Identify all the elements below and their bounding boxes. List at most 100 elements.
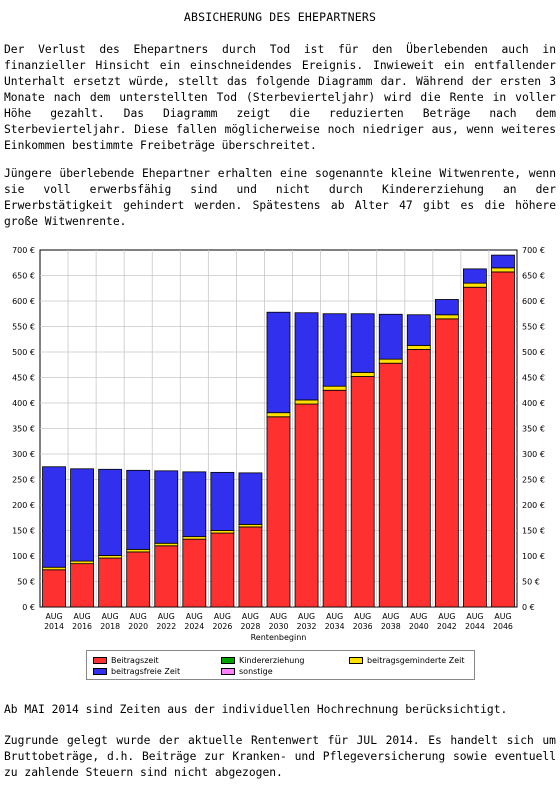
bar-segment-beitragszeit [463,286,487,608]
bar-segment-beitragsgeminderte-zeit [463,282,487,288]
y-tick-label-left: 100 € [12,552,35,561]
y-tick-label-right: 350 € [522,425,545,434]
x-tick-label-month: AUG [270,612,287,621]
legend-item-kindererziehung: Kindererziehung [221,656,305,665]
bar-segment-beitragsfreie-zeit [322,313,347,387]
y-tick-label-left: 500 € [12,348,35,357]
x-axis-title: Rentenbeginn [251,633,307,642]
x-tick-label-year: 2016 [72,622,92,631]
bar-segment-beitragszeit [491,271,515,608]
y-tick-label-right: 400 € [522,399,545,408]
y-tick-label-right: 100 € [522,552,545,561]
y-tick-label-left: 150 € [12,527,35,536]
y-tick-label-right: 0 € [522,603,535,612]
x-tick-label-month: AUG [186,612,203,621]
bar-segment-beitragsgeminderte-zeit [434,314,459,320]
x-tick-label-year: 2042 [437,622,457,631]
bar-segment-beitragszeit [350,376,375,608]
y-tick-label-left: 450 € [12,374,35,383]
bar-segment-beitragsfreie-zeit [378,313,403,360]
x-tick-label-year: 2026 [212,622,232,631]
bar-segment-beitragsfreie-zeit [182,471,207,538]
bar-segment-beitragszeit [238,526,263,608]
y-tick-label-right: 150 € [522,527,545,536]
bar-segment-beitragszeit [154,545,179,608]
bar-segment-beitragsgeminderte-zeit [294,399,319,405]
legend-swatch [221,668,235,675]
y-tick-label-right: 700 € [522,246,545,255]
y-tick-label-right: 650 € [522,272,545,281]
gross-amounts-note: Zugrunde gelegt wurde der aktuelle Rente… [4,734,556,779]
bar-segment-beitragsgeminderte-zeit [350,371,375,377]
bar-segment-beitragszeit [182,538,207,608]
y-tick-label-left: 550 € [12,323,35,332]
x-tick-label-year: 2046 [493,622,513,631]
bar-segment-beitragszeit [70,563,94,608]
bar-segment-beitragsgeminderte-zeit [406,344,431,350]
legend-swatch [93,657,107,664]
bar-segment-beitragszeit [126,551,151,608]
y-tick-label-right: 600 € [522,297,545,306]
projection-note: Ab MAI 2014 sind Zeiten aus der individu… [4,703,508,716]
bar-segment-beitragszeit [98,557,123,608]
legend-label: Kindererziehung [239,656,305,665]
x-tick-label-year: 2020 [128,622,148,631]
x-tick-label-year: 2038 [381,622,401,631]
intro-paragraph: Der Verlust des Ehepartners durch Tod is… [4,43,556,152]
x-tick-label-month: AUG [382,612,399,621]
x-tick-label-month: AUG [158,612,175,621]
x-tick-label-year: 2040 [409,622,429,631]
legend-item-beitragszeit: Beitragszeit [93,656,159,665]
pension-stacked-bar-chart: 0 € 0 € 50 € 50 € 100 € 100 € 150 € 150 € 200 € 2… [12,246,545,642]
widow-pension-paragraph: Jüngere überlebende Ehepartner erhalten … [4,167,556,228]
bar-segment-beitragszeit [322,389,347,608]
y-tick-label-right: 250 € [522,476,545,485]
chart-legend: Beitragszeit beitragsfreie Zeit Kindererzi… [86,650,475,680]
bar-segment-beitragsfreie-zeit [126,469,151,550]
x-tick-label-month: AUG [45,612,62,621]
x-tick-label-year: 2024 [184,622,204,631]
y-tick-label-left: 600 € [12,297,35,306]
legend-item-sonstige: sonstige [221,667,273,676]
y-tick-label-right: 500 € [522,348,545,357]
x-tick-label-month: AUG [326,612,343,621]
bar-segment-beitragszeit [294,403,319,608]
bar-segment-beitragsgeminderte-zeit [491,267,515,273]
y-tick-label-left: 200 € [12,501,35,510]
x-tick-label-year: 2032 [297,622,317,631]
x-tick-label-year: 2018 [100,622,120,631]
x-tick-label-month: AUG [242,612,259,621]
x-tick-label-year: 2030 [269,622,289,631]
y-tick-label-left: 250 € [12,476,35,485]
bar-segment-beitragsfreie-zeit [406,314,431,346]
x-tick-label-month: AUG [410,612,427,621]
y-tick-label-right: 300 € [522,450,545,459]
x-tick-label-year: 2028 [241,622,261,631]
bar-segment-beitragszeit [378,362,403,608]
x-tick-label-month: AUG [130,612,147,621]
bar-segment-beitragsfreie-zeit [350,313,375,373]
bar-segment-beitragsfreie-zeit [154,470,179,544]
bar-segment-beitragszeit [434,318,459,608]
legend-item-beitragsgeminderte-zeit: beitragsgeminderte Zeit [349,656,465,665]
x-tick-label-year: 2022 [156,622,176,631]
x-tick-label-year: 2014 [44,622,64,631]
bar-segment-beitragsfreie-zeit [210,471,235,531]
bar-segment-beitragszeit [42,569,66,608]
legend-swatch [349,657,363,664]
bar-segment-beitragszeit [210,532,235,608]
bar-segment-beitragsgeminderte-zeit [378,358,403,364]
legend-label: beitragsgeminderte Zeit [367,656,465,665]
x-tick-label-month: AUG [354,612,371,621]
y-tick-label-left: 50 € [17,578,35,587]
bar-segment-beitragszeit [266,416,291,608]
x-tick-label-year: 2034 [325,622,345,631]
y-tick-label-left: 400 € [12,399,35,408]
y-tick-label-right: 450 € [522,374,545,383]
bar-segment-beitragsfreie-zeit [434,299,459,316]
y-tick-label-left: 650 € [12,272,35,281]
bar-segment-beitragsfreie-zeit [238,472,263,525]
x-tick-label-month: AUG [74,612,91,621]
legend-item-beitragsfreie-zeit: beitragsfreie Zeit [93,667,180,676]
x-tick-label-month: AUG [298,612,315,621]
